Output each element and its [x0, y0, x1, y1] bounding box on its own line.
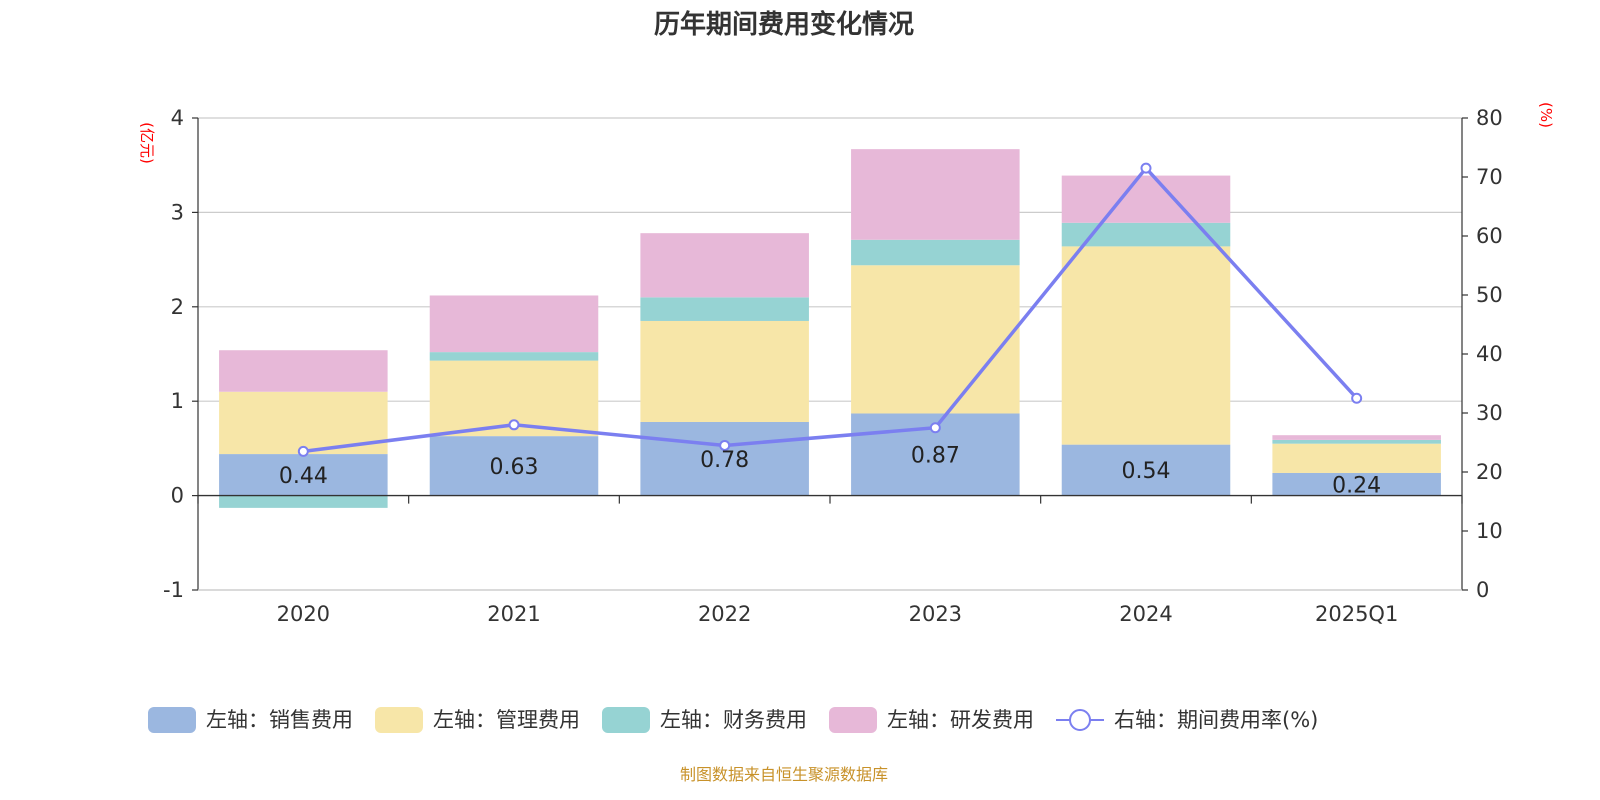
bar-segment [640, 320, 809, 422]
legend-swatch [148, 707, 196, 733]
left-tick-label: 4 [171, 106, 184, 130]
left-tick-label: 0 [171, 484, 184, 508]
bar-value-label: 0.54 [1122, 459, 1171, 484]
left-tick-label: 2 [171, 295, 184, 319]
rate-point [1140, 162, 1152, 174]
legend: 左轴：销售费用 左轴：管理费用 左轴：财务费用 左轴：研发费用 右轴：期间费用率(%) [148, 707, 1318, 733]
left-tick-label: 1 [171, 389, 184, 413]
rate-line [297, 162, 1363, 457]
bar-segment [429, 295, 599, 353]
legend-label: 左轴：管理费用 [433, 708, 580, 732]
right-tick-label: 60 [1476, 224, 1503, 248]
right-tick-label: 20 [1476, 460, 1503, 484]
legend-marker [1069, 709, 1091, 731]
data-labels: 0.44 0.63 0.78 0.87 0.54 0.24 [279, 444, 1381, 499]
bar-segment [1061, 246, 1231, 445]
bar-segment [219, 495, 388, 508]
right-tick-label: 80 [1476, 106, 1503, 130]
bar-segment [851, 265, 1020, 414]
bar-segment [1272, 443, 1441, 473]
legend-label: 左轴：财务费用 [660, 708, 807, 732]
bar-value-label: 0.24 [1332, 473, 1381, 498]
legend-label: 左轴：研发费用 [887, 708, 1034, 732]
legend-swatch [602, 707, 650, 733]
category-label: 2023 [909, 602, 962, 626]
bar-segment [640, 297, 809, 321]
bar-value-label: 0.44 [279, 464, 328, 489]
legend-label: 左轴：销售费用 [206, 708, 353, 732]
bar-value-label: 0.63 [490, 455, 539, 480]
rate-point [297, 445, 309, 457]
bar-value-label: 0.78 [700, 448, 749, 473]
category-label: 2024 [1119, 602, 1172, 626]
bar-segment [219, 454, 388, 496]
chart-title: 历年期间费用变化情况 [654, 9, 914, 40]
bar-segment [1272, 435, 1441, 440]
bar-value-label: 0.87 [911, 444, 960, 469]
bar-segment [640, 421, 809, 496]
legend-swatch [829, 707, 877, 733]
bar-segment [851, 239, 1020, 266]
legend-label: 右轴：期间费用率(%) [1114, 708, 1318, 732]
right-tick-label: 30 [1476, 401, 1503, 425]
bar-segment [1272, 472, 1441, 496]
rate-line-path [303, 165, 1358, 454]
right-tick-label: 40 [1476, 342, 1503, 366]
bars [219, 149, 1441, 508]
bar-segment [1272, 439, 1441, 444]
bar-segment [429, 352, 599, 361]
category-label: 2025Q1 [1315, 602, 1398, 626]
rate-point [1351, 392, 1363, 404]
right-tick-label: 0 [1476, 578, 1489, 602]
bar-segment [1061, 175, 1231, 223]
category-label: 2022 [698, 602, 751, 626]
bar-segment [851, 149, 1020, 240]
right-axis-unit: (%) [1537, 102, 1555, 128]
source-note: 制图数据来自恒生聚源数据库 [680, 765, 888, 784]
bar-segment [640, 233, 809, 298]
rate-point [719, 439, 731, 451]
rate-point [929, 422, 941, 434]
bar-segment [1061, 222, 1231, 247]
bar-segment [1061, 444, 1231, 496]
left-axis-unit: (亿元) [138, 122, 156, 164]
right-tick-label: 10 [1476, 519, 1503, 543]
rate-point [508, 419, 520, 431]
bar-segment [219, 350, 388, 392]
left-tick-label: -1 [163, 578, 184, 602]
bar-segment [429, 436, 599, 496]
right-tick-label: 50 [1476, 283, 1503, 307]
legend-swatch [375, 707, 423, 733]
right-tick-label: 70 [1476, 165, 1503, 189]
category-label: 2020 [277, 602, 330, 626]
category-label: 2021 [487, 602, 540, 626]
left-tick-label: 3 [171, 200, 184, 224]
